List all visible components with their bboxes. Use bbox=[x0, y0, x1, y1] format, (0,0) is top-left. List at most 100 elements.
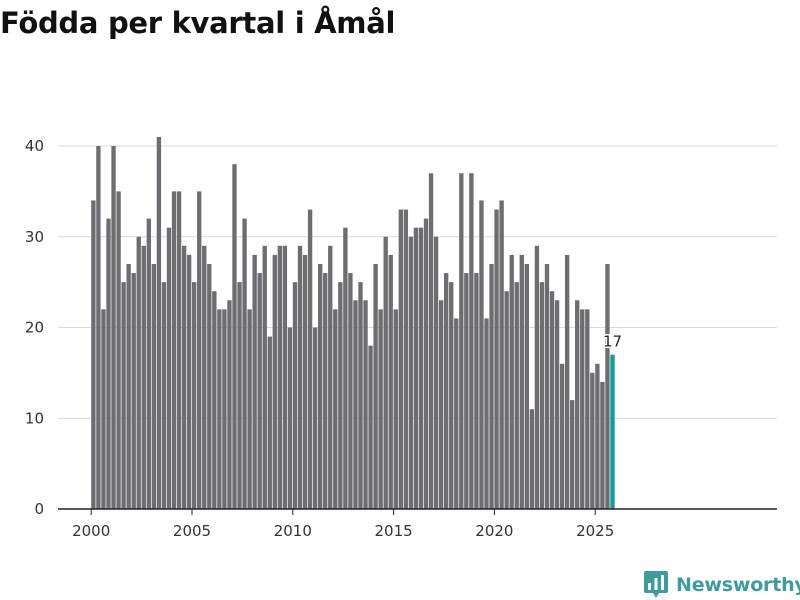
bar bbox=[358, 282, 363, 509]
bar bbox=[433, 236, 439, 509]
bar bbox=[212, 291, 217, 509]
bar bbox=[176, 191, 182, 509]
bar bbox=[257, 273, 262, 509]
bar bbox=[600, 381, 605, 509]
bar bbox=[564, 254, 570, 509]
bar bbox=[166, 227, 172, 510]
bar bbox=[328, 245, 333, 509]
bar bbox=[489, 263, 494, 509]
bar bbox=[242, 218, 247, 509]
bar bbox=[554, 300, 560, 509]
bar bbox=[479, 200, 484, 509]
bar bbox=[116, 191, 121, 509]
bar bbox=[549, 291, 555, 509]
labels: 0 10 20 30 40 2000 2005 2010 2015 2020 2025 17 bbox=[25, 137, 624, 540]
y-tick-label: 30 bbox=[25, 228, 44, 246]
bar bbox=[590, 372, 595, 509]
bar bbox=[277, 245, 283, 509]
bar bbox=[383, 236, 388, 509]
bar bbox=[161, 282, 167, 509]
bar bbox=[368, 345, 373, 509]
bar bbox=[519, 254, 524, 509]
axes bbox=[58, 508, 777, 515]
bar bbox=[318, 263, 323, 509]
y-tick-label: 20 bbox=[25, 319, 44, 337]
bar bbox=[343, 227, 348, 510]
bar bbox=[237, 282, 242, 509]
x-tick-label: 2005 bbox=[173, 522, 211, 540]
bar bbox=[398, 209, 403, 509]
bar bbox=[509, 254, 514, 509]
bar bbox=[499, 200, 504, 509]
bar bbox=[454, 318, 459, 509]
bar bbox=[469, 173, 474, 509]
bar bbox=[539, 282, 545, 509]
bar bbox=[323, 273, 328, 509]
bar bbox=[197, 191, 202, 509]
bar-highlight bbox=[610, 354, 615, 509]
bar bbox=[408, 236, 414, 509]
bar-chart-speech-bubble-icon bbox=[644, 571, 668, 598]
bar bbox=[353, 300, 358, 509]
bar bbox=[459, 173, 464, 509]
x-tick-label: 2025 bbox=[576, 522, 614, 540]
bar bbox=[232, 164, 237, 509]
bar bbox=[575, 300, 580, 509]
bar bbox=[312, 327, 318, 509]
bar bbox=[388, 254, 393, 509]
bar bbox=[529, 409, 535, 509]
newsworthy-brand: Newsworthy bbox=[644, 570, 800, 600]
bar bbox=[302, 254, 308, 509]
bar bbox=[151, 263, 157, 509]
y-tick-label: 40 bbox=[25, 137, 44, 155]
bar bbox=[333, 309, 338, 509]
bar bbox=[413, 227, 419, 510]
bar bbox=[363, 300, 368, 509]
bar bbox=[227, 300, 232, 509]
bar bbox=[272, 254, 277, 509]
bars bbox=[91, 136, 615, 510]
bar bbox=[186, 254, 192, 509]
bar bbox=[207, 263, 212, 509]
bar bbox=[247, 309, 252, 509]
bar bbox=[348, 273, 353, 509]
bar bbox=[297, 245, 303, 509]
bar bbox=[156, 136, 162, 510]
bar bbox=[126, 263, 131, 509]
bar bbox=[570, 400, 575, 509]
bar bbox=[423, 218, 429, 509]
bar bbox=[91, 200, 96, 509]
bar bbox=[544, 263, 550, 509]
bar bbox=[464, 273, 469, 509]
bar bbox=[292, 282, 298, 509]
bar bbox=[585, 309, 590, 509]
bar bbox=[494, 209, 499, 509]
bar bbox=[444, 273, 449, 509]
x-tick-label: 2015 bbox=[375, 522, 413, 540]
bar bbox=[121, 282, 126, 509]
bar bbox=[504, 291, 509, 509]
bar bbox=[141, 245, 146, 509]
bar bbox=[181, 245, 187, 509]
x-tick-label: 2020 bbox=[475, 522, 513, 540]
bar bbox=[202, 245, 207, 509]
bar bbox=[171, 191, 177, 509]
bar bbox=[514, 282, 519, 509]
brand-name: Newsworthy bbox=[676, 574, 800, 596]
bar bbox=[474, 273, 479, 509]
bar bbox=[96, 146, 101, 509]
bar bbox=[428, 173, 434, 509]
bar bbox=[217, 309, 222, 509]
x-tick-label: 2010 bbox=[274, 522, 312, 540]
bar bbox=[484, 318, 489, 509]
x-tick-label: 2000 bbox=[72, 522, 110, 540]
bar bbox=[559, 363, 565, 509]
bar bbox=[106, 218, 111, 509]
bar bbox=[192, 282, 197, 509]
bar bbox=[438, 300, 444, 509]
bar bbox=[373, 263, 378, 509]
bar bbox=[418, 227, 424, 510]
y-tick-label: 10 bbox=[25, 409, 44, 427]
chart-title: Födda per kvartal i Åmål bbox=[0, 6, 396, 40]
